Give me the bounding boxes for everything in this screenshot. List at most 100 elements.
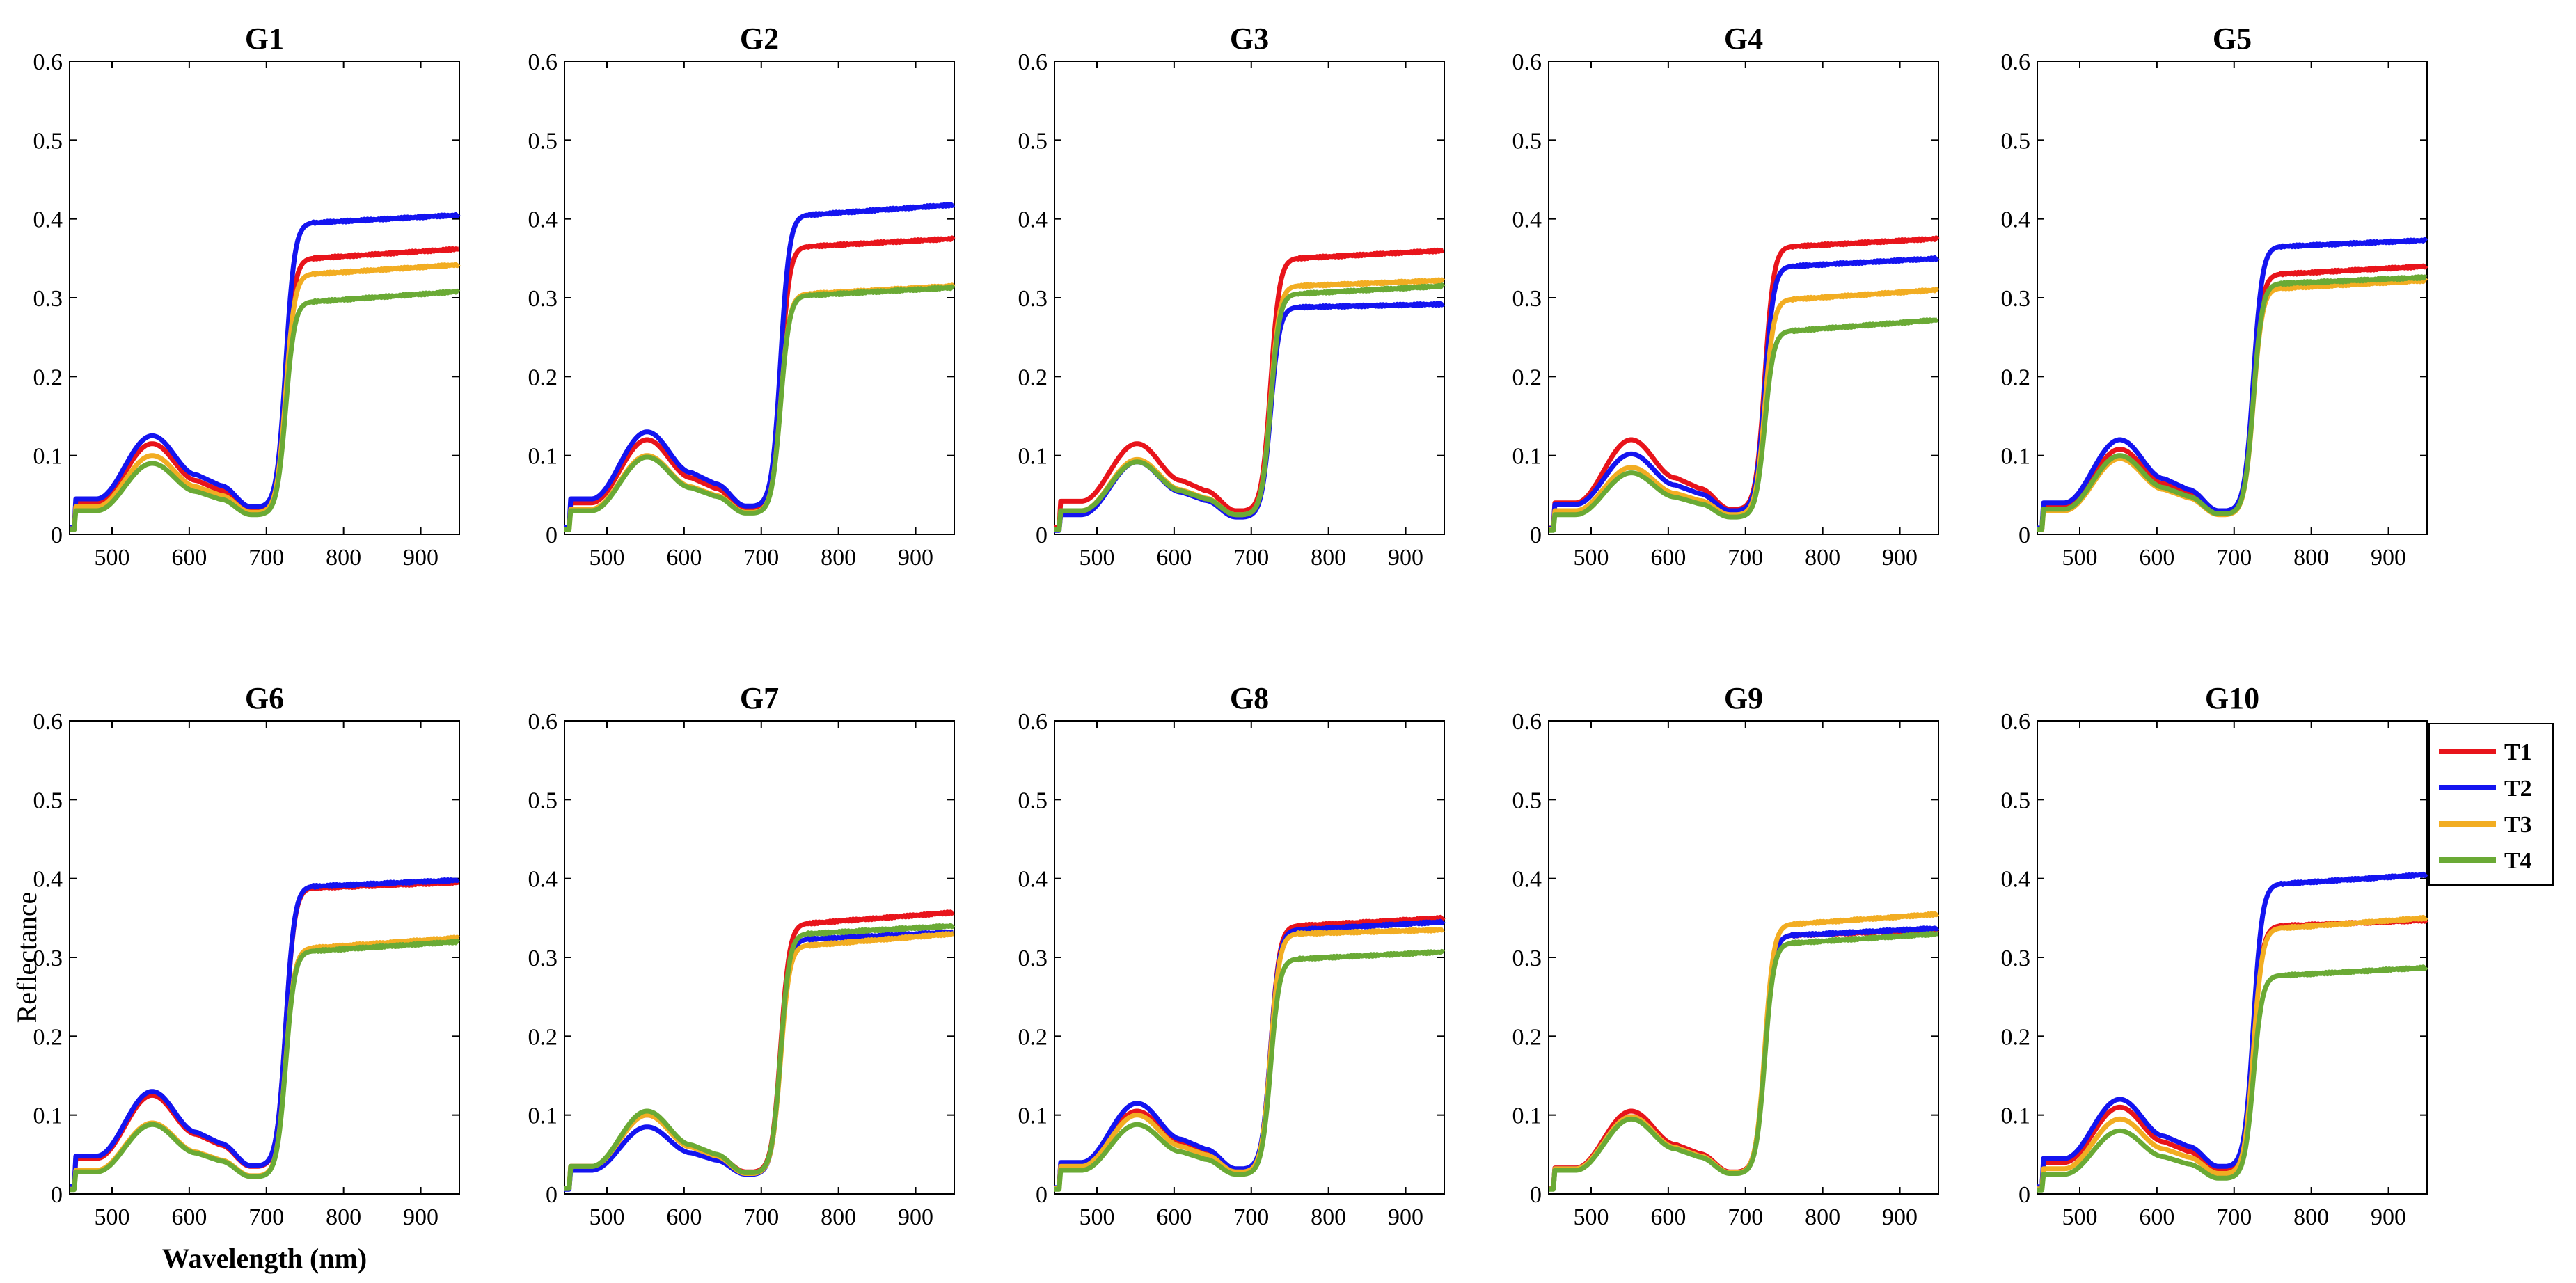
series-line-t4 <box>2036 964 2428 1193</box>
subplot-g2: G2 0 0.1 0.2 0.3 0.4 0.5 0.6 500 600 700 800 900 <box>528 22 956 571</box>
y-tick-label: 0.2 <box>33 1024 63 1050</box>
y-tick-label: 0.4 <box>1018 207 1048 233</box>
series-line-t4 <box>68 938 461 1193</box>
x-tick-label: 800 <box>2293 545 2329 571</box>
subplot-g10: G10 0 0.1 0.2 0.3 0.4 0.5 0.6 500 600 700 800 900 <box>2001 681 2428 1230</box>
x-tick-label: 800 <box>326 545 361 571</box>
x-axis-label: Wavelength (nm) <box>162 1243 367 1274</box>
y-tick-label: 0 <box>1036 1182 1048 1208</box>
x-tick-label: 800 <box>821 1204 856 1230</box>
x-tick-label: 800 <box>1311 545 1346 571</box>
x-tick-label: 600 <box>1650 545 1686 571</box>
subplot-g3: G3 0 0.1 0.2 0.3 0.4 0.5 0.6 500 600 700 800 900 <box>1018 22 1446 571</box>
y-tick-label: 0.6 <box>528 49 558 75</box>
x-tick-label: 700 <box>1728 545 1763 571</box>
x-tick-label: 800 <box>2293 1204 2329 1230</box>
y-tick-label: 0.4 <box>1018 867 1048 893</box>
subplot-g4: G4 0 0.1 0.2 0.3 0.4 0.5 0.6 500 600 700 800 900 <box>1512 22 1940 571</box>
y-tick-label: 0.6 <box>1018 49 1048 75</box>
y-tick-label: 0.6 <box>1512 49 1542 75</box>
y-tick-label: 0 <box>2018 523 2030 548</box>
y-tick-label: 0.1 <box>33 1103 63 1129</box>
subplot-g8: G8 0 0.1 0.2 0.3 0.4 0.5 0.6 500 600 700 800 900 <box>1018 681 1446 1230</box>
x-tick-label: 600 <box>171 545 207 571</box>
series-line-t1 <box>1053 247 1445 530</box>
subplot-title: G4 <box>1724 22 1763 56</box>
y-tick-label: 0.6 <box>33 49 63 75</box>
x-tick-label: 700 <box>2216 1204 2252 1230</box>
x-tick-label: 800 <box>821 545 856 571</box>
x-tick-label: 900 <box>1388 1204 1423 1230</box>
y-tick-label: 0.2 <box>1512 365 1542 390</box>
y-tick-label: 0 <box>546 1182 558 1208</box>
x-tick-label: 700 <box>1233 1204 1269 1230</box>
y-tick-label: 0.5 <box>2001 128 2031 154</box>
y-tick-label: 0.3 <box>528 946 558 971</box>
y-tick-label: 0.5 <box>1512 788 1542 813</box>
x-tick-label: 500 <box>1573 1204 1609 1230</box>
y-tick-label: 0 <box>1530 1182 1542 1208</box>
series-line-t4 <box>1547 317 1939 533</box>
x-tick-label: 900 <box>2371 1204 2406 1230</box>
series-line-t2 <box>2036 237 2428 531</box>
x-tick-label: 800 <box>1805 1204 1840 1230</box>
subplot-g9: G9 0 0.1 0.2 0.3 0.4 0.5 0.6 500 600 700 800 900 <box>1512 681 1940 1230</box>
x-tick-label: 600 <box>666 545 702 571</box>
y-tick-label: 0.4 <box>33 867 63 893</box>
y-tick-label: 0.1 <box>1018 444 1048 470</box>
y-tick-label: 0.4 <box>1512 867 1542 893</box>
legend-label-t4: T4 <box>2504 848 2532 874</box>
series-line-t3 <box>2036 914 2428 1192</box>
series-line-t4 <box>563 284 956 532</box>
y-tick-label: 0 <box>51 1182 63 1208</box>
x-tick-label: 700 <box>248 545 284 571</box>
y-tick-label: 0.3 <box>1018 946 1048 971</box>
y-tick-label: 0.6 <box>2001 709 2031 735</box>
series-line-t4 <box>2036 274 2428 532</box>
x-tick-label: 600 <box>2139 1204 2174 1230</box>
y-tick-label: 0.5 <box>1512 128 1542 154</box>
y-tick-label: 0.3 <box>2001 946 2031 971</box>
y-tick-label: 0.2 <box>1018 365 1048 390</box>
x-tick-label: 500 <box>589 545 624 571</box>
y-tick-label: 0.3 <box>528 286 558 312</box>
series-line-t4 <box>1053 282 1446 532</box>
x-tick-label: 900 <box>1388 545 1423 571</box>
y-tick-label: 0.6 <box>33 709 63 735</box>
series-line-t2 <box>1053 918 1446 1190</box>
y-tick-label: 0.1 <box>1512 444 1542 470</box>
subplot-title: G3 <box>1230 22 1269 56</box>
subplot-g6: G6 0 0.1 0.2 0.3 0.4 0.5 0.6 500 600 700 800 900 <box>33 681 461 1230</box>
y-tick-label: 0.1 <box>2001 444 2031 470</box>
y-tick-label: 0.2 <box>528 1024 558 1050</box>
x-tick-label: 600 <box>666 1204 702 1230</box>
x-tick-label: 800 <box>326 1204 361 1230</box>
subplot-title: G2 <box>740 22 779 56</box>
x-tick-label: 900 <box>898 545 933 571</box>
x-tick-label: 500 <box>1079 545 1114 571</box>
y-tick-label: 0.5 <box>33 128 63 154</box>
x-tick-label: 900 <box>1882 545 1918 571</box>
y-tick-label: 0.2 <box>2001 1024 2031 1050</box>
series-line-t1 <box>563 235 956 531</box>
subplot-g1: G1 0 0.1 0.2 0.3 0.4 0.5 0.6 500 600 700 800 900 <box>33 22 461 571</box>
x-tick-label: 500 <box>94 545 129 571</box>
y-tick-label: 0.4 <box>33 207 63 233</box>
x-tick-label: 900 <box>1882 1204 1918 1230</box>
y-tick-label: 0.4 <box>2001 207 2031 233</box>
plot-area <box>564 720 955 1195</box>
y-tick-label: 0.3 <box>33 946 63 971</box>
series-line-t2 <box>68 212 461 530</box>
y-tick-label: 0.5 <box>528 128 558 154</box>
series-line-t4 <box>68 288 461 532</box>
x-tick-label: 700 <box>743 545 779 571</box>
y-tick-label: 0.3 <box>1018 286 1048 312</box>
y-tick-label: 0.5 <box>1018 128 1048 154</box>
x-tick-label: 500 <box>1079 1204 1114 1230</box>
x-tick-label: 800 <box>1311 1204 1346 1230</box>
x-tick-label: 900 <box>403 1204 438 1230</box>
x-tick-label: 600 <box>1156 1204 1192 1230</box>
y-tick-label: 0.4 <box>528 867 558 893</box>
x-tick-label: 600 <box>2139 545 2174 571</box>
